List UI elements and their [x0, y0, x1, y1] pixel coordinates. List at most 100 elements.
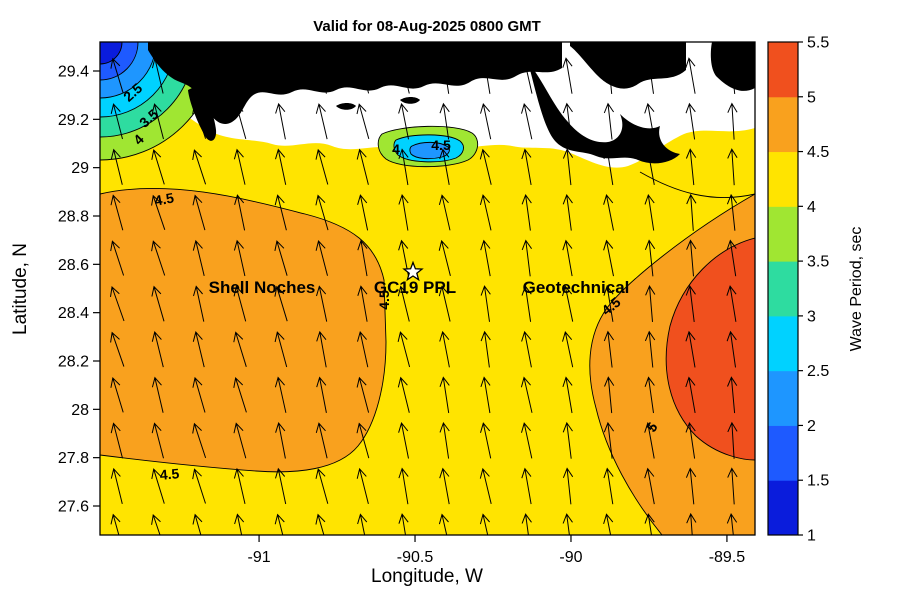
y-tick-label: 28.6: [58, 257, 89, 274]
wave-direction-arrow: [398, 513, 409, 535]
wave-direction-arrow: [275, 102, 286, 140]
land-mass-2: [528, 62, 680, 164]
land-mass-4: [710, 42, 755, 91]
wave-direction-arrow: [439, 467, 450, 505]
wave-direction-arrow: [439, 102, 450, 140]
wave-direction-arrow: [315, 468, 329, 504]
wave-direction-arrow: [479, 148, 492, 185]
colorbar-band-3.5-4: [768, 206, 798, 262]
colorbar-tick-label: 4.5: [807, 144, 829, 161]
site-star-marker: [402, 260, 424, 282]
wave-direction-arrow: [110, 513, 121, 535]
land-mass-6: [336, 103, 356, 110]
y-tick-label: 27.8: [58, 450, 89, 467]
y-tick-label: 28.8: [58, 209, 89, 226]
x-axis-label: Longitude, W: [371, 566, 483, 587]
wave-direction-arrow: [562, 193, 573, 231]
wave-direction-arrow: [480, 239, 491, 277]
wave-direction-arrow: [398, 193, 409, 231]
wave-direction-arrow: [562, 239, 573, 277]
wave-direction-arrow: [603, 330, 615, 368]
wave-direction-arrow: [685, 330, 696, 368]
wave-direction-arrow: [275, 422, 286, 459]
wave-direction-arrow: [110, 240, 125, 276]
wave-direction-arrow: [151, 285, 165, 322]
colorbar-label: Wave Period, sec: [848, 227, 865, 352]
wave-direction-arrow: [151, 103, 164, 140]
wave-direction-arrow: [233, 331, 247, 367]
colorbar-band-3-3.5: [768, 261, 798, 317]
contour-line-0: [639, 171, 755, 199]
wave-direction-arrow: [726, 285, 737, 322]
colorbar-tick-label: 1.5: [807, 473, 829, 490]
wave-direction-arrow: [192, 194, 206, 231]
wave-direction-arrow: [562, 513, 573, 535]
contour-label: 4.5: [376, 290, 392, 310]
wave-direction-arrow: [562, 330, 574, 368]
wave-direction-arrow: [110, 422, 123, 459]
wave-direction-arrow: [439, 148, 450, 185]
wave-direction-arrow: [356, 103, 370, 140]
y-tick-label: 29.2: [58, 112, 89, 129]
wave-direction-arrow: [644, 513, 655, 535]
wave-direction-arrow: [521, 102, 533, 140]
y-tick-label: 28.2: [58, 354, 89, 371]
wave-direction-arrow: [234, 513, 245, 535]
colorbar-band-2-2.5: [768, 370, 798, 426]
wave-direction-arrow: [151, 331, 164, 368]
wave-direction-arrow: [357, 239, 368, 277]
wave-direction-arrow: [110, 148, 123, 185]
y-tick-label: 29: [71, 160, 89, 177]
wave-direction-arrow: [439, 376, 450, 414]
wave-direction-arrow: [192, 513, 203, 535]
wave-direction-arrow: [151, 194, 166, 230]
wave-direction-arrow: [110, 331, 125, 367]
wave-direction-arrow: [603, 467, 614, 505]
wave-direction-arrow: [151, 513, 161, 535]
wave-direction-arrow: [604, 376, 615, 414]
wave-direction-arrow: [151, 240, 166, 276]
wave-direction-arrow: [398, 102, 409, 140]
wave-direction-arrow: [727, 102, 738, 140]
wave-direction-arrow: [562, 467, 574, 505]
wave-direction-arrow: [644, 239, 656, 277]
wave-direction-arrow: [315, 239, 328, 276]
wave-direction-arrow: [357, 194, 369, 231]
wave-direction-arrow: [192, 422, 207, 459]
wave-direction-arrow: [521, 239, 533, 277]
site-label-gc19-ppl: GC19 PPL: [374, 278, 456, 297]
wave-direction-arrow: [727, 376, 738, 414]
wave-direction-arrow: [480, 285, 491, 322]
wave-direction-arrow: [110, 194, 124, 231]
wave-direction-arrow: [151, 468, 165, 504]
wave-direction-arrow: [685, 467, 697, 505]
wave-direction-arrow: [274, 240, 288, 276]
colorbar-tick-label: 2: [807, 418, 816, 435]
wave-direction-arrow: [315, 194, 329, 231]
wave-direction-arrow: [233, 376, 247, 413]
colorbar-tick-label: 3.5: [807, 254, 829, 271]
wave-direction-arrow: [727, 467, 738, 505]
colorbar-band-5-5.5: [768, 42, 798, 98]
colorbar-band-1-1.5: [768, 480, 798, 536]
wave-direction-arrow: [274, 194, 287, 231]
site-label-shell-noches: Shell Noches: [209, 278, 316, 297]
colorbar-tick-label: 2.5: [807, 363, 829, 380]
wave-direction-arrow: [644, 467, 655, 505]
wave-direction-arrow: [233, 285, 247, 322]
wave-direction-arrow: [686, 512, 697, 535]
wave-direction-arrow: [562, 376, 573, 414]
contour-region-orange-west: [100, 187, 387, 473]
wave-direction-arrow: [603, 239, 614, 277]
wave-direction-arrow: [562, 148, 574, 186]
wave-direction-arrow: [357, 285, 368, 322]
wave-direction-arrow: [479, 194, 492, 231]
wave-direction-arrow: [520, 376, 533, 413]
wave-direction-arrow: [644, 193, 655, 231]
wave-direction-arrow: [110, 103, 123, 140]
colorbar-band-2.5-3: [768, 315, 798, 372]
wave-direction-arrow: [233, 239, 246, 277]
wave-direction-arrow: [398, 148, 409, 186]
wave-direction-arrow: [645, 285, 656, 322]
